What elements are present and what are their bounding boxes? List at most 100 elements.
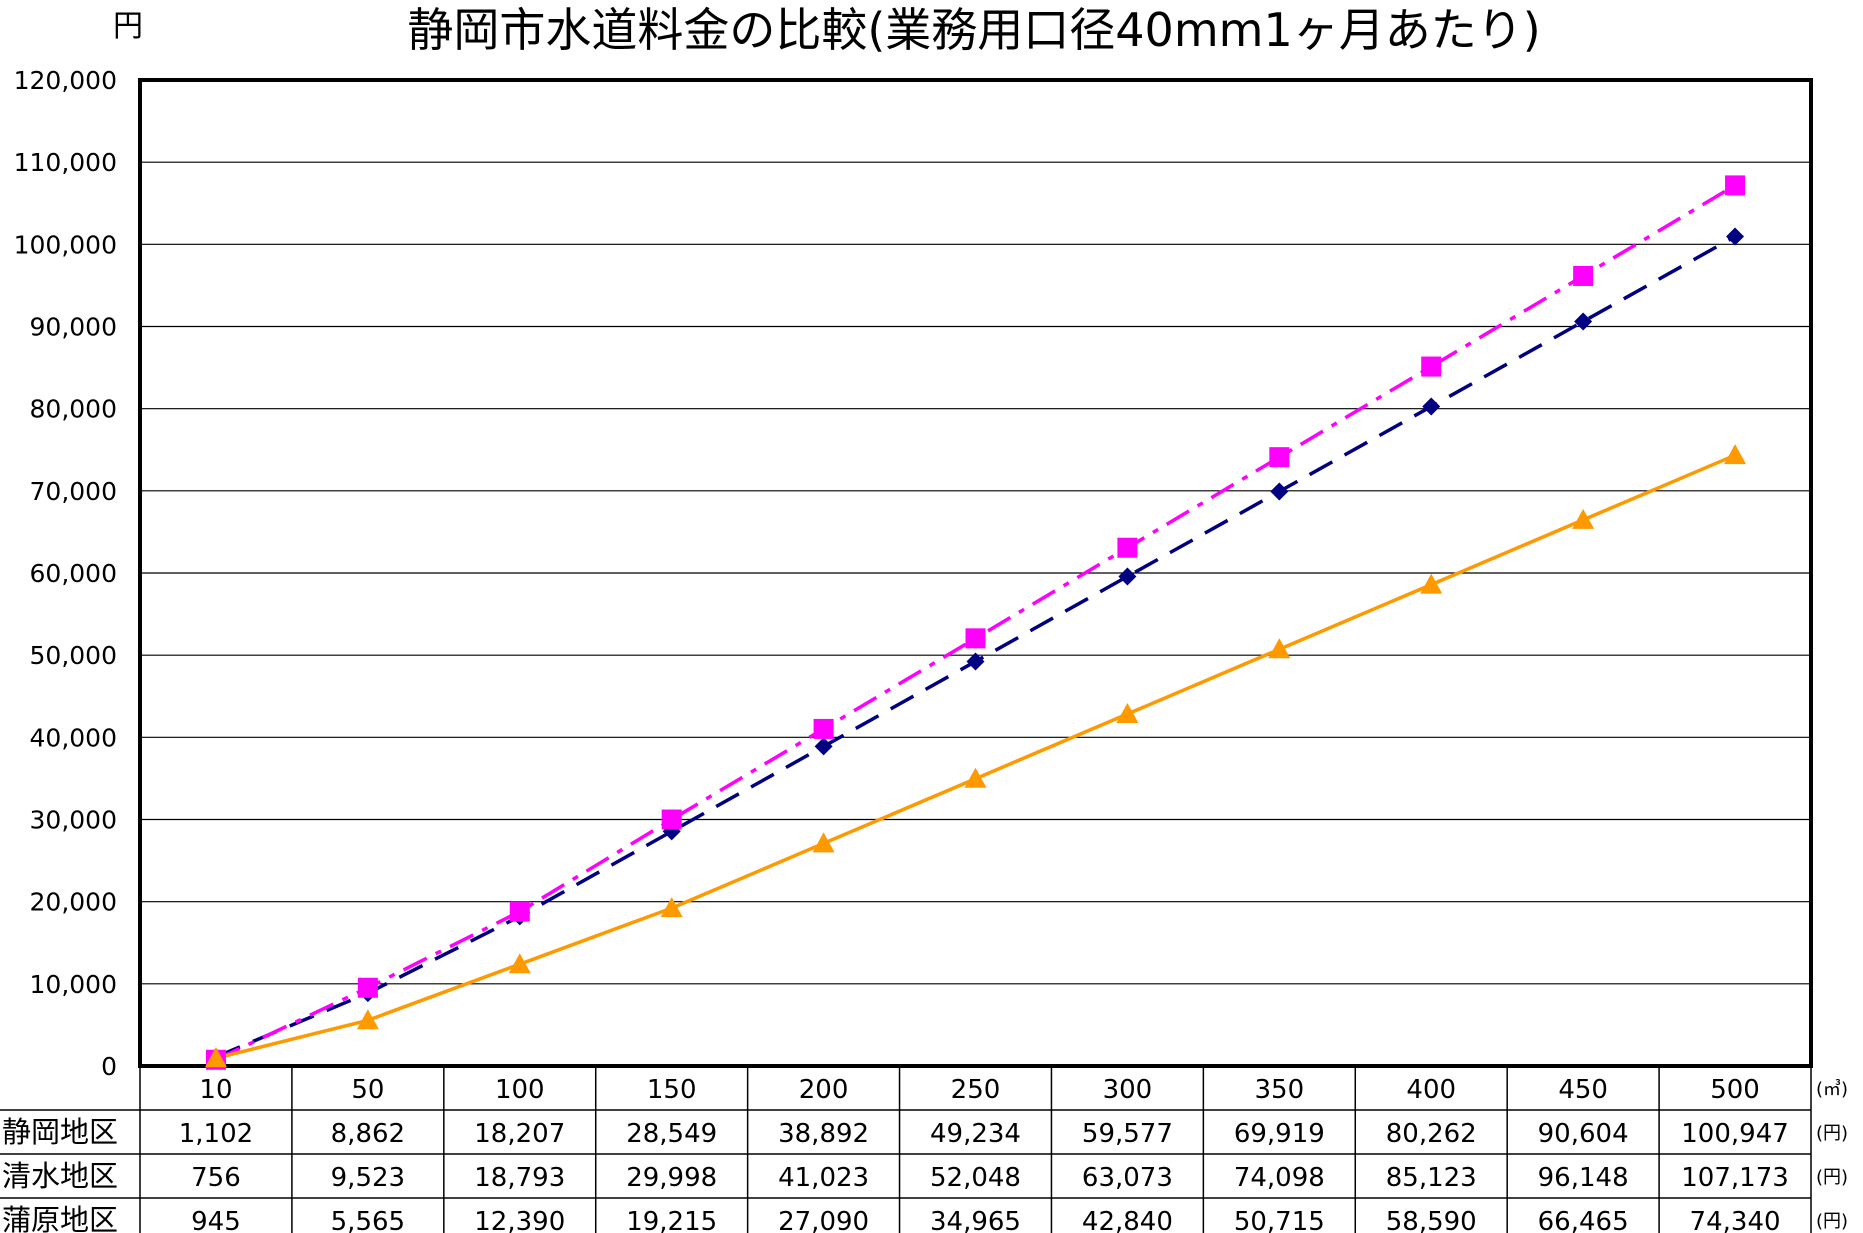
x-tick-label: 200 (799, 1075, 849, 1105)
legend-row-label: 蒲原地区 (2, 1203, 118, 1233)
table-value: 66,465 (1538, 1207, 1629, 1233)
data-point (1116, 702, 1139, 723)
data-point (1573, 265, 1594, 286)
x-tick-label: 10 (199, 1075, 232, 1105)
table-value: 80,262 (1386, 1119, 1477, 1149)
table-value: 74,340 (1690, 1207, 1781, 1233)
y-tick-label: 0 (101, 1052, 117, 1081)
x-tick-label: 400 (1406, 1075, 1456, 1105)
data-point (1269, 447, 1290, 468)
data-point (1117, 537, 1138, 558)
table-value: 945 (191, 1207, 241, 1233)
data-point (1422, 397, 1441, 416)
table-value: 74,098 (1234, 1163, 1325, 1193)
table-value: 96,148 (1538, 1163, 1629, 1193)
series-line (215, 453, 1736, 1060)
table-value: 29,998 (626, 1163, 717, 1193)
plot-area-border (138, 78, 1813, 1068)
table-value: 58,590 (1386, 1207, 1477, 1233)
x-tick-label: 300 (1103, 1075, 1153, 1105)
data-point (1420, 573, 1443, 594)
data-point (1572, 508, 1595, 529)
chart-title: 静岡市水道料金の比較(業務用口径40mm1ヶ月あたり) (407, 3, 1540, 57)
table-value: 42,840 (1082, 1207, 1173, 1233)
y-tick-label: 20,000 (30, 888, 117, 917)
table-value: 9,523 (331, 1163, 405, 1193)
y-tick-label: 30,000 (30, 806, 117, 835)
table-value: 756 (191, 1163, 241, 1193)
y-tick-label: 90,000 (30, 313, 117, 342)
data-point (1270, 482, 1289, 501)
x-tick-label: 500 (1710, 1075, 1760, 1105)
x-tick-label: 450 (1558, 1075, 1608, 1105)
table-value: 107,173 (1681, 1163, 1789, 1193)
y-tick-label: 50,000 (30, 641, 117, 670)
data-point (509, 901, 530, 922)
y-tick-label: 100,000 (14, 230, 117, 259)
data-point (1574, 312, 1593, 331)
data-table: 10 50 100 150 200 250 300 350 400 450 500 (㎥) 静岡地区 1,… (0, 1066, 1848, 1233)
data-point (508, 953, 531, 974)
table-value: 18,793 (474, 1163, 565, 1193)
x-tick-label: 50 (351, 1075, 384, 1105)
y-tick-label: 110,000 (14, 148, 117, 177)
table-value: 8,862 (331, 1119, 405, 1149)
table-value: 34,965 (930, 1207, 1021, 1233)
data-point (964, 767, 987, 788)
data-point (204, 1047, 227, 1068)
y-tick-label: 120,000 (14, 66, 117, 95)
x-unit-label: (㎥) (1816, 1079, 1848, 1100)
x-tick-label: 150 (647, 1075, 697, 1105)
data-point (1421, 356, 1442, 377)
series-line (215, 183, 1736, 1062)
y-tick-label: 60,000 (30, 559, 117, 588)
data-point (1725, 175, 1746, 196)
row-unit-label: (円) (1816, 1167, 1848, 1188)
table-value: 90,604 (1538, 1119, 1629, 1149)
data-point (1724, 444, 1747, 465)
y-tick-label: 80,000 (30, 395, 117, 424)
table-value: 12,390 (474, 1207, 565, 1233)
y-tick-label: 40,000 (30, 723, 117, 752)
table-value: 18,207 (474, 1119, 565, 1149)
legend-row-label: 静岡地区 (2, 1115, 118, 1149)
legend-row-label: 清水地区 (2, 1159, 118, 1193)
table-value: 50,715 (1234, 1207, 1325, 1233)
data-point (1726, 227, 1745, 246)
y-axis-tick-labels: 0 10,000 20,000 30,000 40,000 50,000 60,000 70,… (14, 66, 117, 1081)
row-unit-label: (円) (1816, 1123, 1848, 1144)
data-point (813, 718, 834, 739)
row-unit-label: (円) (1816, 1211, 1848, 1232)
gridlines (140, 161, 1811, 985)
table-value: 38,892 (778, 1119, 869, 1149)
y-tick-label: 10,000 (30, 970, 117, 999)
table-value: 41,023 (778, 1163, 869, 1193)
table-value: 59,577 (1082, 1119, 1173, 1149)
data-point (660, 897, 683, 918)
data-point (357, 977, 378, 998)
y-tick-label: 70,000 (30, 477, 117, 506)
table-value: 100,947 (1681, 1119, 1789, 1149)
data-point (661, 809, 682, 830)
table-value: 52,048 (930, 1163, 1021, 1193)
x-tick-label: 100 (495, 1075, 545, 1105)
table-value: 5,565 (331, 1207, 405, 1233)
data-point (356, 1009, 379, 1030)
table-value: 27,090 (778, 1207, 869, 1233)
table-value: 49,234 (930, 1119, 1021, 1149)
table-value: 19,215 (626, 1207, 717, 1233)
data-series (204, 175, 1747, 1070)
table-value: 1,102 (179, 1119, 253, 1149)
data-point (1118, 567, 1137, 586)
table-value: 85,123 (1386, 1163, 1477, 1193)
data-point (966, 652, 985, 671)
data-point (1268, 638, 1291, 659)
table-value: 63,073 (1082, 1163, 1173, 1193)
y-axis-unit-label: 円 (113, 9, 143, 44)
data-point (965, 628, 986, 649)
data-point (814, 737, 833, 756)
table-value: 69,919 (1234, 1119, 1325, 1149)
data-point (812, 832, 835, 853)
table-value: 28,549 (626, 1119, 717, 1149)
